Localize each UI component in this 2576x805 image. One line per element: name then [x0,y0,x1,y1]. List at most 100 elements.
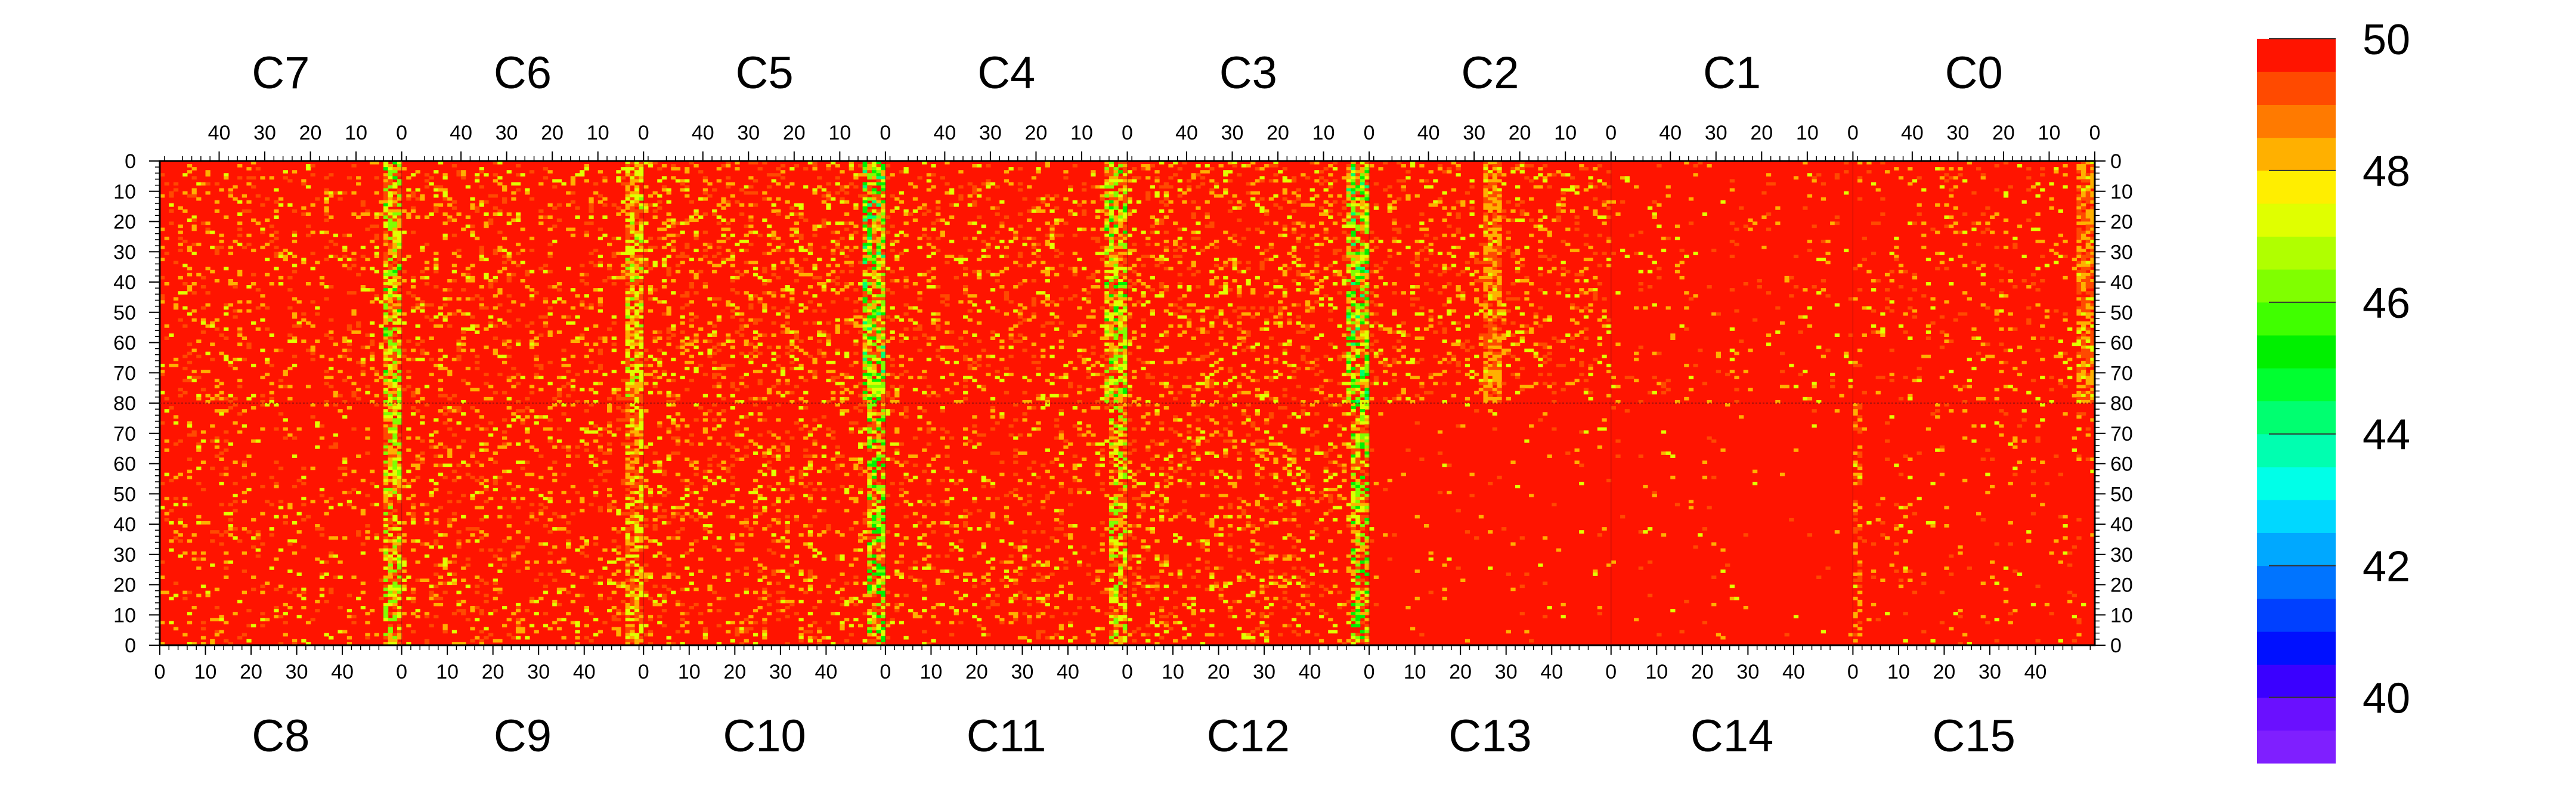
heatmap-cell [1273,203,1278,207]
heatmap-cell [789,391,795,395]
heatmap-cell [1186,309,1192,313]
heatmap-cell [442,288,448,292]
heatmap-cell [1346,400,1352,404]
heatmap-cell [1049,373,1055,376]
heatmap-cell [224,312,229,316]
heatmap-cell [922,370,927,373]
heatmap-cell [1182,330,1187,334]
heatmap-cell [1314,179,1320,183]
heatmap-cell [890,270,895,274]
heatmap-cell [849,164,854,168]
heatmap-cell [671,394,676,398]
heatmap-cell [1113,224,1119,228]
heatmap-cell [894,394,900,398]
heatmap-cell [1355,306,1361,310]
heatmap-cell [1360,294,1366,298]
heatmap-cell [940,233,945,237]
heatmap-cell [685,291,690,295]
heatmap-cell [274,200,279,204]
heatmap-cell [265,360,270,364]
heatmap-cell [1118,282,1123,286]
heatmap-cell [1113,321,1119,325]
heatmap-cell [438,312,444,316]
heatmap-cell [807,249,813,252]
heatmap-cell [324,400,329,404]
heatmap-cell [1497,191,1502,195]
heatmap-cell [753,294,758,298]
heatmap-cell [707,333,713,337]
heatmap-cell [1054,376,1060,379]
heatmap-cell [1314,336,1320,340]
heatmap-cell [1132,370,1137,373]
heatmap-cell [456,345,462,349]
heatmap-cell [949,330,955,334]
heatmap-cell [1364,321,1370,325]
heatmap-cell [538,267,544,271]
heatmap-cell [602,339,608,343]
heatmap-cell [753,321,758,325]
heatmap-cell [857,164,863,168]
heatmap-cell [370,333,375,337]
heatmap-cell [899,354,905,358]
heatmap-cell [1036,397,1041,401]
heatmap-cell [1104,297,1110,301]
heatmap-cell [1337,324,1342,328]
heatmap-cell [451,252,457,255]
heatmap-cell [547,170,553,174]
heatmap-cell [844,185,850,189]
heatmap-cell [1104,300,1110,304]
heatmap-cell [990,397,996,401]
heatmap-cell [1218,291,1224,295]
heatmap-cell [785,200,790,204]
heatmap-cell [1282,351,1287,355]
heatmap-cell [685,360,690,364]
heatmap-cell [894,258,900,262]
heatmap-cell [643,206,649,210]
heatmap-cell [580,336,585,340]
heatmap-cell [1004,391,1010,395]
heatmap-cell [862,203,868,207]
heatmap-cell [1182,191,1187,195]
heatmap-cell [625,224,630,228]
heatmap-cell [840,391,845,395]
heatmap-cell [995,333,1000,337]
heatmap-cell [292,364,298,367]
heatmap-cell [1292,227,1297,231]
heatmap-cell [1118,236,1123,240]
heatmap-cell [1292,230,1297,234]
heatmap-cell [1483,197,1488,201]
heatmap-cell [630,382,635,386]
heatmap-cell [397,243,402,246]
heatmap-cell [616,388,621,392]
heatmap-cell [867,161,872,165]
heatmap-cell [1068,212,1073,216]
heatmap-cell [625,249,630,252]
heatmap-cell [589,252,594,255]
heatmap-cell [392,309,398,313]
heatmap-cell [712,330,717,334]
heatmap-cell [1141,230,1146,234]
heatmap-cell [1264,376,1270,379]
heatmap-cell [812,370,818,373]
heatmap-cell [1437,200,1443,204]
heatmap-cell [1528,197,1534,201]
heatmap-cell [881,303,886,307]
heatmap-cell [999,255,1005,258]
heatmap-cell [849,233,854,237]
heatmap-cell [1109,233,1114,237]
heatmap-cell [383,203,389,207]
heatmap-cell [881,215,886,219]
heatmap-cell [967,367,973,370]
heatmap-cell [424,315,430,319]
heatmap-cell [798,233,804,237]
heatmap-cell [191,227,197,231]
heatmap-cell [1104,264,1110,268]
heatmap-cell [730,394,735,398]
heatmap-cell [1173,312,1178,316]
heatmap-cell [844,330,850,334]
heatmap-cell [1154,179,1160,183]
heatmap-cell [484,212,489,216]
heatmap-cell [164,336,169,340]
heatmap-cell [881,354,886,358]
heatmap-cell [1113,176,1119,180]
